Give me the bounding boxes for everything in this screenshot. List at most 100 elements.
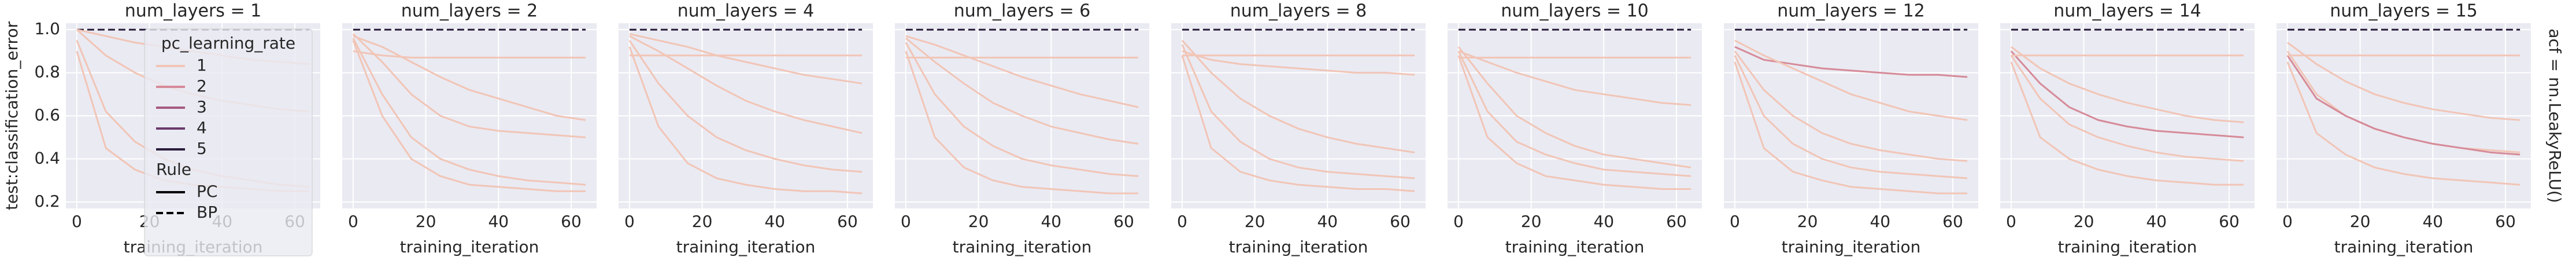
x-tick-label: 40: [1041, 212, 1061, 231]
series-line: [2010, 50, 2244, 138]
panel-title: num_layers = 6: [954, 1, 1090, 21]
x-tick-label: 60: [837, 212, 858, 231]
series-line: [353, 50, 586, 58]
x-tick-label: 60: [2495, 212, 2516, 231]
series-line: [1734, 39, 1968, 121]
y-tick-label: 0.2: [34, 192, 60, 211]
series-line: [1734, 55, 1968, 179]
x-tick-label: 0: [348, 212, 358, 231]
x-axis-label: training_iteration: [676, 237, 816, 256]
series-line: [352, 33, 586, 138]
x-tick-label: 60: [1113, 212, 1134, 231]
x-tick-label: 0: [2006, 212, 2016, 231]
series-line: [905, 35, 1139, 108]
x-axis-label: training_iteration: [1505, 237, 1645, 256]
y-tick-label: 0.6: [34, 105, 60, 124]
y-tick-label: 0.4: [34, 148, 60, 167]
x-axis-label: training_iteration: [953, 237, 1092, 256]
series-line: [352, 38, 586, 186]
series-line: [2010, 54, 2244, 162]
x-tick-label: 20: [2074, 212, 2094, 231]
series-line: [905, 42, 1139, 177]
x-tick-label: 60: [1942, 212, 1963, 231]
x-tick-label: 0: [1177, 212, 1187, 231]
panel-title: num_layers = 15: [2330, 1, 2478, 21]
x-tick-label: 40: [764, 212, 785, 231]
series-line: [1181, 39, 1415, 153]
x-tick-label: 0: [2282, 212, 2293, 231]
series-line: [1182, 50, 1415, 76]
x-axis-label: training_iteration: [2058, 237, 2197, 256]
x-tick-label: 40: [2146, 212, 2167, 231]
panel-title: num_layers = 10: [1501, 1, 1649, 21]
series-line: [352, 40, 586, 192]
series-line: [2287, 42, 2521, 121]
series-line: [1734, 50, 1968, 162]
series-line: [2010, 61, 2244, 186]
series-line: [2286, 54, 2521, 156]
series-line: [353, 35, 586, 121]
series-line: [1734, 61, 1968, 195]
row-label: acf = nn.LeakyReLU(): [2545, 28, 2564, 203]
series-line: [1457, 55, 1692, 190]
x-tick-label: 60: [1390, 212, 1411, 231]
x-tick-label: 20: [416, 212, 436, 231]
series-line: [905, 50, 1139, 195]
series-line: [629, 33, 863, 85]
x-tick-label: 0: [624, 212, 635, 231]
panel-title: num_layers = 14: [2053, 1, 2201, 21]
series-line: [2011, 46, 2244, 123]
series-line: [628, 46, 863, 195]
y-tick-label: 1.0: [34, 19, 60, 38]
legend-box: [144, 28, 313, 256]
series-line: [1734, 46, 1968, 78]
x-axis-label: training_iteration: [2334, 237, 2474, 256]
legend-label: BP: [197, 203, 217, 222]
x-tick-label: 60: [561, 212, 582, 231]
panel-title: num_layers = 4: [678, 1, 814, 21]
x-tick-label: 0: [901, 212, 911, 231]
legend-title: pc_learning_rate: [161, 34, 295, 53]
legend-title: Rule: [156, 160, 191, 179]
series-line: [905, 37, 1139, 145]
x-tick-label: 20: [2350, 212, 2371, 231]
x-tick-label: 40: [1593, 212, 1614, 231]
series-line: [1457, 50, 1692, 177]
y-axis-label: test:classification_error: [2, 21, 21, 210]
legend-label: 4: [197, 118, 207, 137]
x-tick-label: 60: [1666, 212, 1687, 231]
x-axis-label: training_iteration: [400, 237, 539, 256]
x-tick-label: 20: [1521, 212, 1542, 231]
series-line: [629, 35, 863, 134]
x-tick-label: 40: [1317, 212, 1338, 231]
series-line: [1457, 46, 1692, 168]
x-tick-label: 40: [1870, 212, 1890, 231]
series-line: [2286, 61, 2521, 186]
legend-label: 1: [197, 56, 207, 75]
panel-title: num_layers = 2: [401, 1, 538, 21]
legend-label: 2: [197, 76, 207, 96]
y-tick-label: 0.8: [34, 63, 60, 82]
legend-label: PC: [197, 182, 217, 201]
x-axis-label: training_iteration: [1229, 237, 1368, 256]
x-tick-label: 20: [1245, 212, 1265, 231]
panel-title: num_layers = 8: [1230, 1, 1367, 21]
x-tick-label: 20: [1797, 212, 1818, 231]
x-tick-label: 40: [488, 212, 509, 231]
x-tick-label: 20: [692, 212, 713, 231]
series-line: [1181, 55, 1415, 192]
legend-label: 3: [197, 97, 207, 116]
series-line: [1181, 44, 1415, 179]
x-tick-label: 0: [1453, 212, 1464, 231]
x-tick-label: 20: [968, 212, 989, 231]
x-tick-label: 60: [2219, 212, 2240, 231]
x-axis-label: training_iteration: [1782, 237, 1921, 256]
panel-title: num_layers = 1: [125, 1, 261, 21]
x-tick-label: 0: [1730, 212, 1740, 231]
x-tick-label: 0: [72, 212, 82, 231]
series-line: [628, 39, 863, 173]
legend-label: 5: [197, 139, 207, 158]
series-line: [1458, 50, 1692, 106]
panel-title: num_layers = 12: [1777, 1, 1925, 21]
